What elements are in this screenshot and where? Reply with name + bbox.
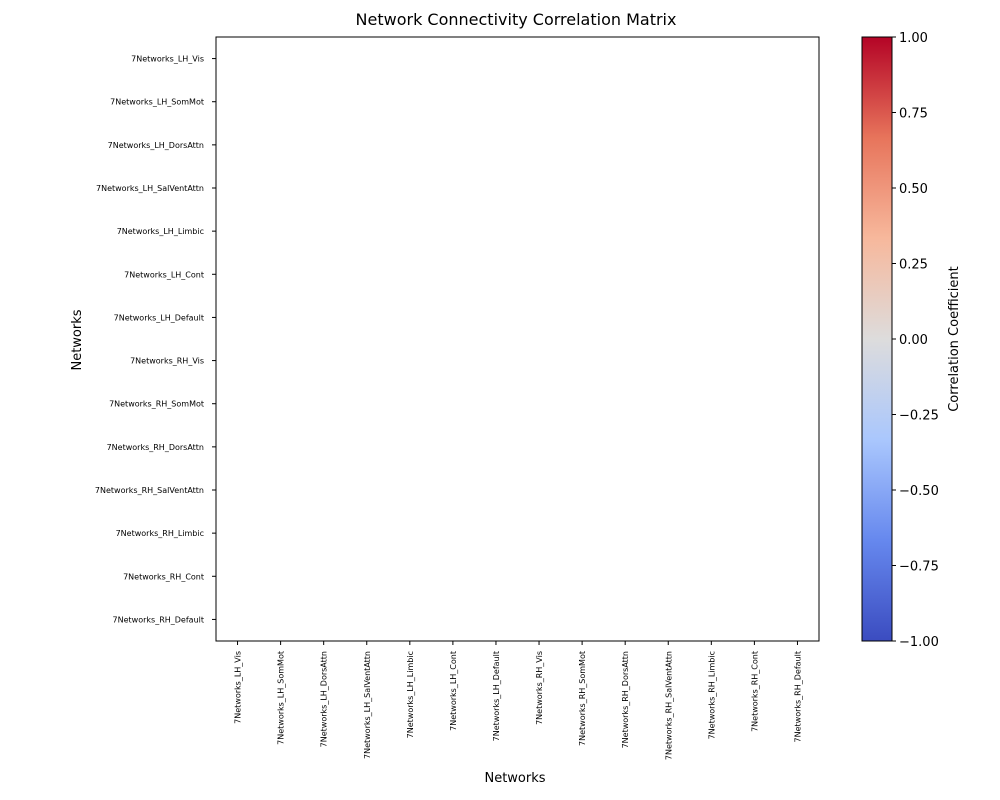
- y-tick-label: 7Networks_LH_Limbic: [117, 227, 204, 236]
- colorbar: −1.00 −0.75 −0.50 −0.25 0.00 0.25 0.50 0.75 1.00…: [861, 31, 962, 650]
- heatmap-plot-area: [215, 36, 820, 642]
- colorbar-tick-label: −0.50: [899, 484, 939, 499]
- y-tick-label: 7Networks_RH_Limbic: [116, 529, 204, 538]
- x-tick-label: 7Networks_RH_SalVentAttn: [664, 651, 673, 760]
- x-tick-label: 7Networks_RH_Cont: [750, 651, 759, 732]
- colorbar-ticks: −1.00 −0.75 −0.50 −0.25 0.00 0.25 0.50 0.75 1.00: [892, 31, 939, 650]
- y-tick-label: 7Networks_LH_DorsAttn: [108, 141, 204, 150]
- y-tick-label: 7Networks_LH_SomMot: [110, 98, 204, 107]
- colorbar-tick-label: 0.00: [899, 333, 928, 348]
- colorbar-tick-label: 0.75: [899, 107, 928, 122]
- y-axis-ticks: 7Networks_LH_Vis 7Networks_LH_SomMot 7Netw…: [95, 55, 216, 624]
- x-tick-label: 7Networks_RH_Limbic: [707, 651, 716, 739]
- y-tick-label: 7Networks_RH_Cont: [123, 572, 204, 581]
- x-tick-label: 7Networks_LH_Cont: [449, 651, 458, 731]
- x-tick-label: 7Networks_LH_SalVentAttn: [363, 651, 372, 759]
- colorbar-tick-label: 1.00: [899, 31, 928, 46]
- colorbar-tick-label: −0.25: [899, 409, 939, 424]
- y-tick-label: 7Networks_RH_SomMot: [109, 400, 204, 409]
- y-axis-label: Networks: [70, 309, 85, 370]
- y-tick-label: 7Networks_LH_Default: [114, 313, 204, 322]
- y-tick-label: 7Networks_LH_Vis: [131, 55, 204, 64]
- x-tick-label: 7Networks_LH_SomMot: [277, 651, 286, 745]
- y-tick-label: 7Networks_RH_SalVentAttn: [95, 486, 204, 495]
- x-tick-label: 7Networks_LH_Limbic: [406, 651, 415, 738]
- colorbar-gradient: [861, 36, 893, 642]
- x-tick-label: 7Networks_LH_DorsAttn: [320, 651, 329, 747]
- x-tick-label: 7Networks_LH_Default: [492, 651, 501, 741]
- y-tick-label: 7Networks_RH_Default: [113, 615, 204, 624]
- colorbar-tick-label: 0.50: [899, 182, 928, 197]
- y-tick-label: 7Networks_LH_SalVentAttn: [96, 184, 204, 193]
- x-tick-label: 7Networks_RH_DorsAttn: [621, 651, 630, 748]
- x-tick-label: 7Networks_RH_Default: [793, 651, 802, 742]
- chart-title: Network Connectivity Correlation Matrix: [356, 10, 677, 29]
- colorbar-tick-label: 0.25: [899, 258, 928, 273]
- colorbar-tick-label: −1.00: [899, 635, 939, 650]
- x-tick-label: 7Networks_RH_Vis: [535, 651, 544, 725]
- y-tick-label: 7Networks_RH_DorsAttn: [107, 443, 204, 452]
- colorbar-tick-label: −0.75: [899, 560, 939, 575]
- x-tick-label: 7Networks_RH_SomMot: [578, 651, 587, 746]
- colorbar-label: Correlation Coefficient: [947, 266, 962, 412]
- y-tick-label: 7Networks_LH_Cont: [124, 270, 204, 279]
- y-tick-label: 7Networks_RH_Vis: [130, 357, 204, 366]
- x-axis-ticks: 7Networks_LH_Vis 7Networks_LH_SomMot 7Netw…: [234, 641, 802, 760]
- x-tick-label: 7Networks_LH_Vis: [234, 651, 243, 724]
- x-axis-label: Networks: [484, 771, 545, 786]
